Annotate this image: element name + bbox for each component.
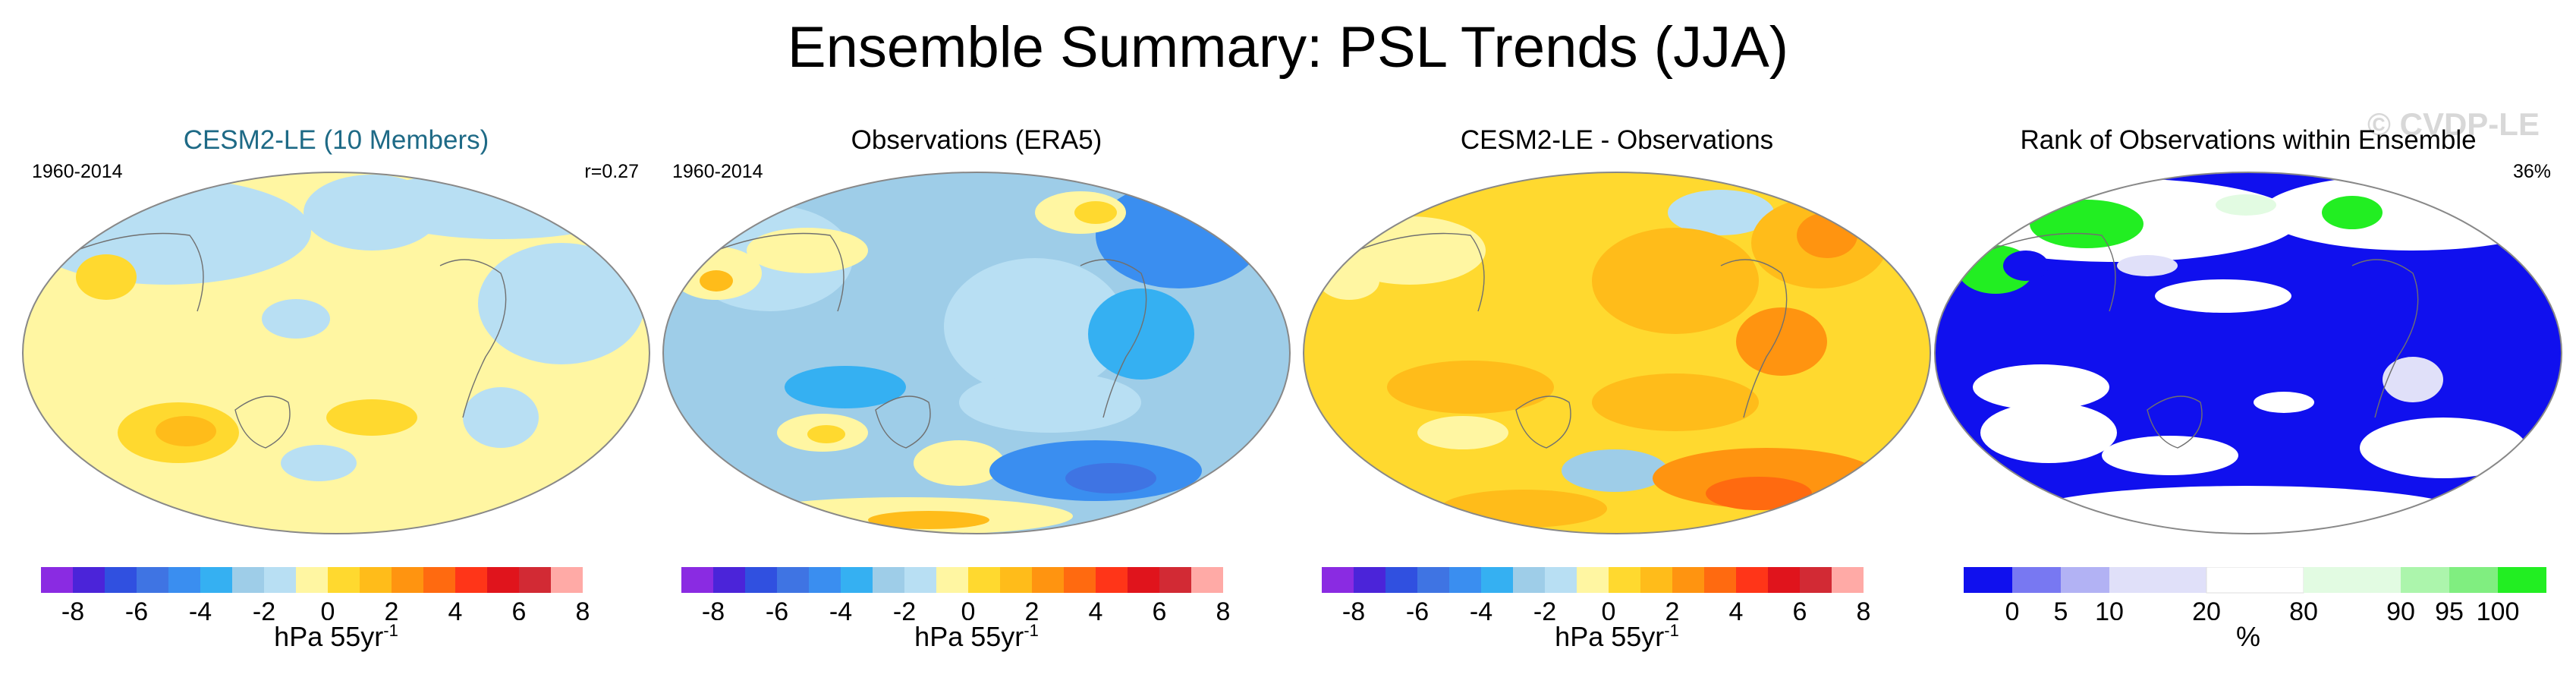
panel-period: 1960-2014	[32, 161, 123, 182]
panel-rank: Rank of Observations within Ensemble 36%	[1927, 114, 2569, 676]
colorbar-tick: -8	[61, 597, 84, 620]
panel-correlation: r=0.27	[584, 161, 639, 182]
colorbar-tick: 0	[2005, 597, 2020, 620]
colorbar-tick: 4	[448, 597, 463, 620]
panel-title: CESM2-LE (10 Members)	[183, 125, 489, 155]
world-map-cesm2-le	[22, 172, 650, 534]
colorbar-tick: 6	[1793, 597, 1807, 620]
colorbar-tick: 5	[2054, 597, 2068, 620]
colorbar: -8 -6 -4 -2 0 2 4 6 8	[41, 567, 590, 620]
colorbar-tick: 90	[2386, 597, 2415, 620]
colorbar-tick: 0	[961, 597, 976, 620]
colorbar: 0 5 10 20 80 90 95 100	[1964, 567, 2546, 620]
colorbar-label: %	[1927, 621, 2569, 653]
colorbar-tick: -8	[1342, 597, 1365, 620]
panel-title: Rank of Observations within Ensemble	[2020, 125, 2477, 155]
colorbar-tick: 10	[2095, 597, 2124, 620]
colorbar-unit: hPa 55yr	[274, 621, 384, 652]
colorbar-tick: 4	[1089, 597, 1103, 620]
colorbar-exponent: -1	[383, 621, 398, 640]
colorbar-tick: 20	[2192, 597, 2221, 620]
colorbar-unit: %	[2235, 621, 2260, 652]
colorbar-tick: 8	[1857, 597, 1871, 620]
colorbar-tick: 8	[1216, 597, 1231, 620]
colorbar-label: hPa 55yr-1	[656, 621, 1297, 653]
colorbar-tick: 0	[321, 597, 335, 620]
colorbar-tick: -4	[829, 597, 852, 620]
colorbar-tick: -2	[893, 597, 916, 620]
colorbar-exponent: -1	[1664, 621, 1679, 640]
world-map-observations	[662, 172, 1291, 534]
panel-observations: Observations (ERA5) 1960-2014	[656, 114, 1297, 676]
colorbar-tick: 6	[1153, 597, 1167, 620]
watermark: © CVDP-LE	[2367, 106, 2540, 142]
colorbar-tick: -2	[1533, 597, 1556, 620]
colorbar-exponent: -1	[1024, 621, 1039, 640]
world-map-difference	[1303, 172, 1931, 534]
world-map-rank	[1934, 172, 2562, 534]
colorbar-tick: 8	[576, 597, 590, 620]
colorbar-tick: -2	[253, 597, 275, 620]
panel-rank-percent: 36%	[2512, 161, 2551, 182]
colorbar-tick: 0	[1602, 597, 1616, 620]
colorbar-tick: 95	[2435, 597, 2464, 620]
panel-title: Observations (ERA5)	[851, 125, 1102, 155]
colorbar-tick: 80	[2289, 597, 2318, 620]
colorbar-tick: -4	[1470, 597, 1492, 620]
panel-cesm2-le: CESM2-LE (10 Members) 1960-2014 r=0.27	[15, 114, 657, 676]
colorbar-tick: -6	[125, 597, 148, 620]
colorbar-tick: -8	[702, 597, 725, 620]
panel-title: CESM2-LE - Observations	[1460, 125, 1774, 155]
colorbar-tick: 4	[1729, 597, 1744, 620]
colorbar-tick: -6	[766, 597, 788, 620]
colorbar-unit: hPa 55yr	[914, 621, 1024, 652]
colorbar-tick: 2	[1025, 597, 1040, 620]
panel-period: 1960-2014	[672, 161, 763, 182]
colorbar-tick: -6	[1406, 597, 1429, 620]
colorbar-tick: 2	[385, 597, 399, 620]
colorbar-unit: hPa 55yr	[1555, 621, 1665, 652]
colorbar: -8 -6 -4 -2 0 2 4 6 8	[1322, 567, 1871, 620]
colorbar-label: hPa 55yr-1	[1296, 621, 1938, 653]
figure-title: Ensemble Summary: PSL Trends (JJA)	[787, 15, 1789, 80]
colorbar-tick: 100	[2477, 597, 2520, 620]
colorbar-tick: 2	[1665, 597, 1680, 620]
colorbar-label: hPa 55yr-1	[15, 621, 657, 653]
colorbar-tick: -4	[189, 597, 212, 620]
panel-difference: CESM2-LE - Observations	[1296, 114, 1938, 676]
colorbar-tick: 6	[512, 597, 527, 620]
colorbar: -8 -6 -4 -2 0 2 4 6 8	[681, 567, 1231, 620]
